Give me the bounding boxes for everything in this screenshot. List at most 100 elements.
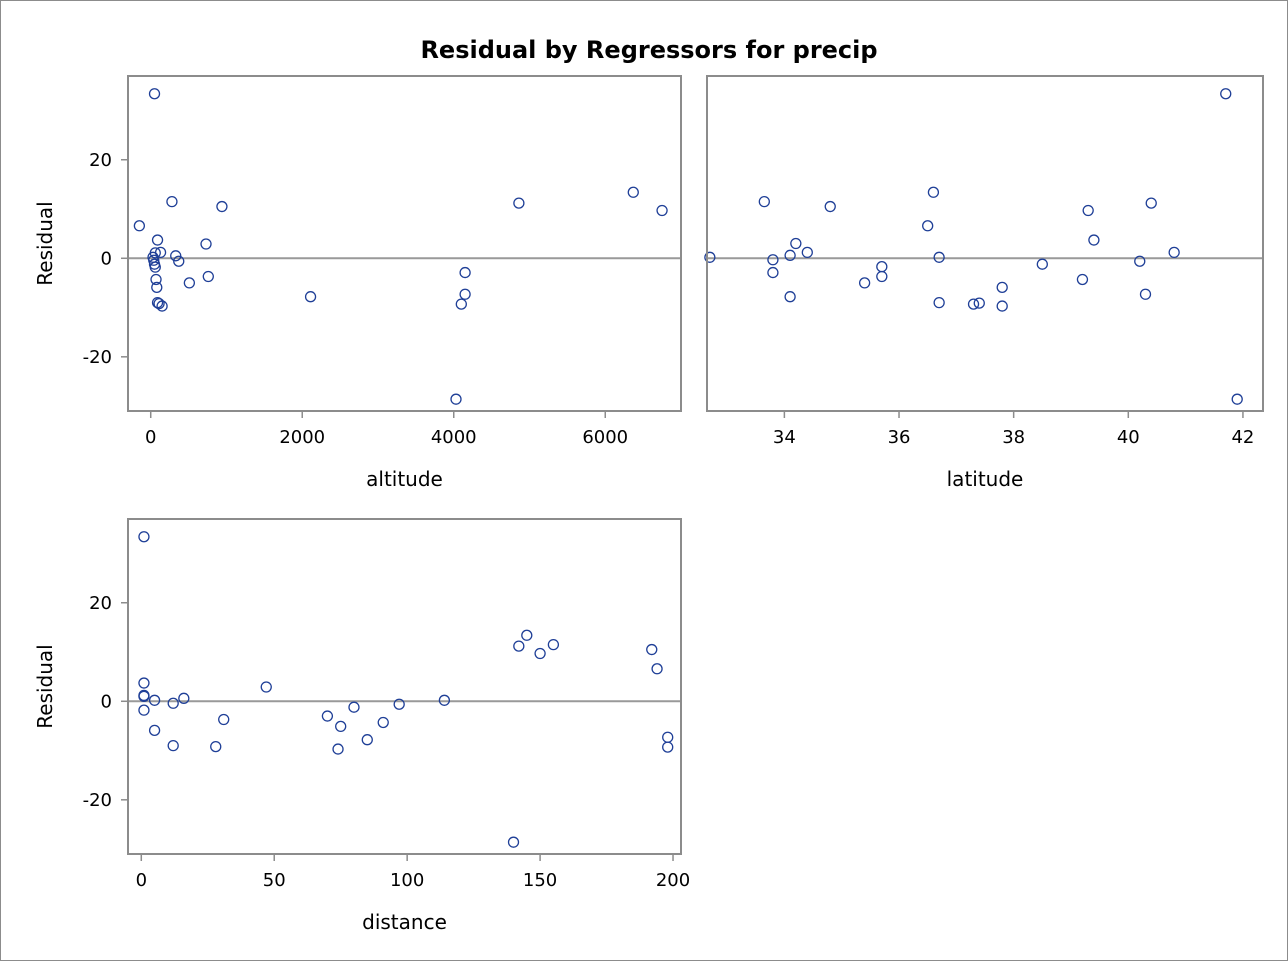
- data-point: [200, 238, 212, 250]
- x-tick-label: 0: [136, 870, 147, 891]
- x-axis-label: distance: [362, 910, 447, 934]
- data-point: [876, 270, 888, 283]
- data-point: [156, 300, 168, 312]
- x-tick-label: 36: [888, 427, 911, 448]
- x-axis-label: altitude: [366, 467, 443, 491]
- data-point: [218, 713, 230, 726]
- data-point: [646, 643, 658, 656]
- data-point: [166, 195, 178, 208]
- data-point: [1231, 393, 1243, 405]
- data-point: [202, 270, 214, 283]
- y-tick-label: 20: [89, 593, 112, 614]
- data-point: [758, 195, 770, 208]
- y-tick-label: 0: [101, 691, 112, 712]
- data-point: [1134, 255, 1146, 267]
- data-point: [927, 186, 940, 198]
- data-point: [513, 640, 525, 652]
- data-point: [1036, 258, 1048, 270]
- data-point: [933, 296, 945, 309]
- data-point: [973, 297, 985, 309]
- data-point: [170, 250, 182, 262]
- data-point: [996, 281, 1008, 293]
- data-point: [824, 200, 836, 213]
- data-point: [148, 88, 161, 100]
- x-tick-label: 38: [1002, 427, 1025, 448]
- data-point: [784, 291, 796, 303]
- data-point: [656, 204, 668, 217]
- data-point: [459, 266, 471, 279]
- data-point: [393, 698, 405, 710]
- data-point: [151, 234, 164, 246]
- data-point: [767, 266, 779, 279]
- data-point: [178, 692, 190, 704]
- x-tick-label: 2000: [279, 427, 325, 448]
- data-point: [534, 647, 546, 660]
- data-point: [133, 220, 146, 232]
- data-point: [1088, 234, 1100, 246]
- data-point: [377, 716, 389, 729]
- data-point: [521, 629, 533, 641]
- x-tick-label: 50: [263, 870, 286, 891]
- data-point: [1076, 273, 1089, 286]
- data-point: [547, 638, 560, 651]
- data-point: [138, 677, 150, 689]
- y-axis-label: Residual: [33, 644, 57, 728]
- data-point: [651, 663, 663, 675]
- data-point: [148, 694, 161, 706]
- x-axis-label: latitude: [947, 467, 1024, 491]
- data-point: [304, 291, 317, 303]
- data-point: [1139, 288, 1152, 300]
- data-point: [1220, 88, 1232, 100]
- plot-frame: [127, 518, 682, 855]
- x-tick-label: 100: [390, 870, 424, 891]
- data-point: [332, 743, 344, 755]
- data-point: [507, 836, 520, 848]
- data-point: [167, 697, 179, 709]
- x-tick-label: 0: [145, 427, 156, 448]
- data-point: [455, 298, 467, 310]
- x-tick-label: 4000: [431, 427, 477, 448]
- data-point: [149, 261, 161, 273]
- data-point: [150, 273, 162, 286]
- data-point: [335, 720, 347, 733]
- data-point: [450, 393, 462, 405]
- data-point: [153, 297, 165, 310]
- scatter-panel-2: 34 36 38 40 42 latitude: [704, 75, 1264, 491]
- data-point: [767, 254, 779, 266]
- data-point: [167, 739, 179, 752]
- y-tick-label: 0: [101, 248, 112, 269]
- data-point: [216, 200, 228, 213]
- data-point: [513, 197, 525, 209]
- x-tick-label: 150: [523, 870, 557, 891]
- data-point: [784, 249, 796, 261]
- scatter-panel-1: 0 2000 4000 6000 20 0 -20 altitude Residual: [33, 75, 682, 491]
- data-point: [154, 246, 167, 259]
- data-point: [151, 281, 163, 293]
- data-point: [967, 298, 980, 310]
- y-tick-label: -20: [83, 347, 112, 368]
- data-point: [183, 277, 196, 289]
- data-point: [348, 701, 360, 713]
- data-point: [459, 288, 471, 300]
- data-point: [1082, 204, 1094, 217]
- plot-frame: [706, 75, 1264, 412]
- data-point: [438, 694, 451, 706]
- y-tick-label: 20: [89, 150, 112, 171]
- data-point: [138, 690, 150, 703]
- data-point: [173, 255, 185, 267]
- data-point: [138, 531, 150, 543]
- data-point: [210, 740, 222, 753]
- x-tick-label: 34: [773, 427, 796, 448]
- x-tick-label: 6000: [582, 427, 628, 448]
- data-point: [361, 734, 373, 746]
- data-point: [138, 704, 150, 716]
- data-point: [933, 251, 945, 263]
- data-point: [627, 186, 639, 198]
- data-point: [1168, 246, 1180, 259]
- data-point: [704, 251, 716, 263]
- data-point: [148, 724, 161, 736]
- data-point: [801, 246, 813, 259]
- plot-frame: [127, 75, 682, 412]
